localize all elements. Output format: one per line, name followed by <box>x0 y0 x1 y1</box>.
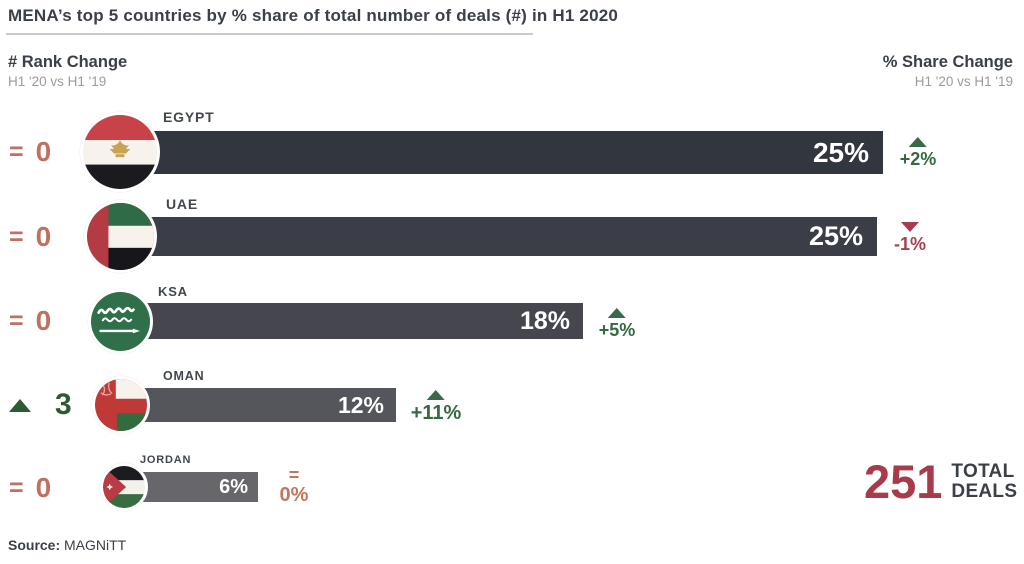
bar-value-label: 25% <box>808 221 863 251</box>
share-change-header: % Share Change <box>882 53 1013 71</box>
rank-change-header: # Rank Change <box>8 53 128 71</box>
page-title: MENA’s top 5 countries by % share of tot… <box>8 6 619 25</box>
uae-flag-icon <box>84 200 157 273</box>
equals-icon: = <box>9 473 24 502</box>
equals-icon: = <box>9 306 24 335</box>
share-change-jordan: = 0% <box>279 465 309 506</box>
title-divider <box>6 33 533 35</box>
rank-change-egypt: = 0 <box>9 130 51 174</box>
rank-change-jordan: = 0 <box>9 466 51 510</box>
bar-value-label: 18% <box>519 306 570 335</box>
country-label-jordan: JORDAN <box>140 454 192 466</box>
rank-change-value: 0 <box>35 136 52 167</box>
share-change-ksa: +5% <box>598 308 636 340</box>
triangle-up-icon <box>909 137 927 147</box>
rank-change-oman: 3 <box>9 383 72 427</box>
share-change-value: -1% <box>893 234 927 254</box>
share-change-oman: +11% <box>410 390 462 424</box>
source-value: MAGNiTT <box>64 537 127 553</box>
total-deals-label: TOTAL DEALS <box>951 461 1018 502</box>
ksa-flag-icon <box>88 289 153 354</box>
country-label-egypt: EGYPT <box>163 109 215 125</box>
rank-change-value: 0 <box>35 305 52 336</box>
triangle-up-icon <box>608 308 626 318</box>
triangle-up-icon <box>426 390 445 400</box>
rank-change-value: 0 <box>35 221 52 252</box>
rank-change-value: 0 <box>35 472 52 503</box>
equals-icon: = <box>9 222 24 251</box>
rank-change-uae: = 0 <box>9 215 51 259</box>
share-change-value: +2% <box>899 149 937 169</box>
country-label-ksa: KSA <box>158 284 188 299</box>
share-change-value: 0% <box>279 483 309 506</box>
country-label-uae: UAE <box>166 196 198 212</box>
triangle-down-icon <box>900 222 919 232</box>
country-label-oman: OMAN <box>163 369 205 383</box>
share-change-uae: -1% <box>894 222 926 253</box>
jordan-flag-icon <box>100 463 148 511</box>
rank-change-ksa: = 0 <box>9 299 51 343</box>
egypt-flag-icon <box>80 112 160 192</box>
total-deals-value: 251 <box>864 455 943 508</box>
bar-ksa: 18% <box>120 303 583 339</box>
share-change-egypt: +2% <box>899 137 937 169</box>
bar-egypt: 25% <box>120 131 883 174</box>
bar-value-label: 25% <box>812 136 869 168</box>
bar-uae: 25% <box>120 217 877 256</box>
rank-change-subtitle: H1 '20 vs H1 '19 <box>8 74 107 89</box>
bar-value-label: 12% <box>337 391 384 418</box>
equals-icon: = <box>288 465 300 485</box>
share-change-value: +11% <box>410 402 462 424</box>
oman-flag-icon <box>92 376 150 434</box>
share-change-value: +5% <box>598 320 636 340</box>
bar-oman: 12% <box>120 388 396 422</box>
source-attribution: Source: MAGNiTT <box>8 537 126 553</box>
equals-icon: = <box>9 137 24 166</box>
triangle-up-icon <box>9 398 31 412</box>
share-change-subtitle: H1 '20 vs H1 '19 <box>914 74 1013 89</box>
bar-value-label: 6% <box>219 475 248 498</box>
source-label: Source: <box>8 537 61 553</box>
total-deals-callout: 251 TOTAL DEALS <box>864 458 1017 505</box>
rank-change-value: 3 <box>55 388 72 421</box>
